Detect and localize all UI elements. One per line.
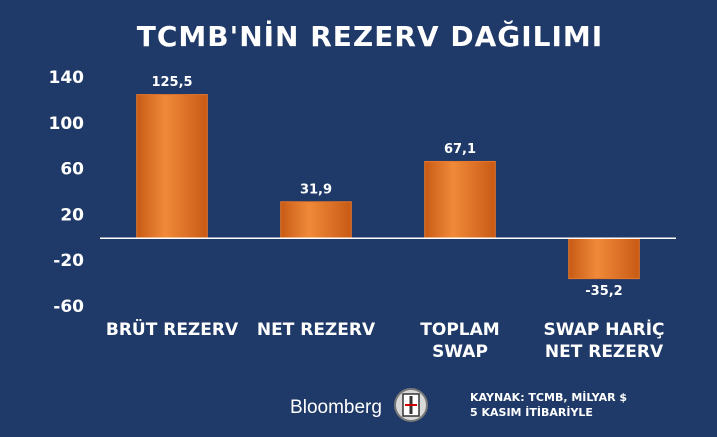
chart-title: TCMB'NİN REZERV DAĞILIMI xyxy=(137,19,603,53)
bar xyxy=(424,160,496,239)
value-label: 125,5 xyxy=(151,75,192,90)
value-label: 31,9 xyxy=(300,182,332,197)
y-tick-label: 20 xyxy=(60,205,84,225)
y-tick-label: 140 xyxy=(49,68,85,88)
value-label: 67,1 xyxy=(444,142,476,157)
x-tick-label: SWAP HARİÇ NET REZERV xyxy=(543,318,664,362)
y-tick-label: -60 xyxy=(53,297,84,317)
x-tick-label: TOPLAM SWAP xyxy=(420,320,499,362)
y-tick-label: -20 xyxy=(53,251,84,271)
bar xyxy=(568,237,640,280)
source-line: KAYNAK: TCMB, MİLYAR $ xyxy=(470,390,627,404)
value-label: -35,2 xyxy=(585,284,622,299)
y-tick-label: 100 xyxy=(49,114,85,134)
brand: Bloomberg xyxy=(290,397,382,418)
logo xyxy=(394,388,428,422)
y-tick-label: 60 xyxy=(60,160,84,180)
bar xyxy=(136,94,208,239)
source-line: 5 KASIM İTİBARİYLE xyxy=(470,405,593,419)
bar xyxy=(280,201,352,239)
x-tick-label: BRÜT REZERV xyxy=(106,318,239,340)
x-tick-label: NET REZERV xyxy=(257,320,376,340)
